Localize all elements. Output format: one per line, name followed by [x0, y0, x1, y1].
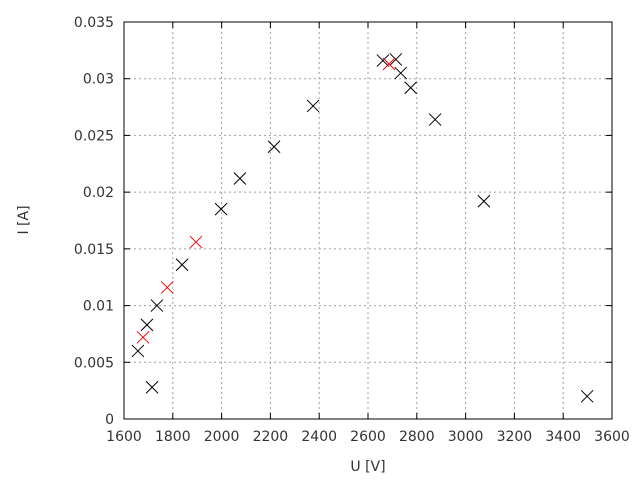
x-axis-label: U [V]	[350, 459, 385, 475]
data-point-marker	[131, 344, 145, 358]
x-tick-label: 2600	[350, 429, 386, 445]
y-tick-label: 0.03	[83, 72, 114, 88]
data-point-marker	[382, 57, 396, 71]
data-point-marker	[404, 81, 418, 95]
x-tick-label: 2800	[399, 429, 435, 445]
points	[131, 53, 594, 403]
y-tick-label: 0.025	[74, 128, 114, 144]
x-tick-label: 3400	[545, 429, 581, 445]
grid	[124, 22, 612, 419]
data-point-marker	[214, 202, 228, 216]
x-tick-label: 2400	[301, 429, 337, 445]
data-point-marker	[376, 54, 390, 67]
y-tick-label: 0.02	[83, 185, 114, 201]
x-tick-label: 1600	[106, 429, 142, 445]
data-point-marker	[150, 299, 164, 312]
x-tick-label: 3600	[594, 429, 630, 445]
data-point-marker	[394, 66, 408, 80]
x-tick-label: 2000	[204, 429, 240, 445]
y-axis-label: I [A]	[16, 205, 32, 234]
data-point-marker	[477, 194, 491, 208]
x-tick-label: 3200	[497, 429, 533, 445]
y-tick-label: 0.005	[74, 355, 114, 371]
data-point-marker	[428, 113, 442, 126]
y-tick-label: 0.015	[74, 242, 114, 258]
y-tick-label: 0.035	[74, 15, 114, 31]
y-tick-label: 0.01	[83, 299, 114, 315]
data-point-marker	[175, 258, 189, 272]
data-point-marker	[136, 330, 150, 344]
plot-border	[123, 21, 613, 420]
data-point-marker	[189, 235, 203, 249]
x-tick-label: 2200	[253, 429, 289, 445]
x-tick-label: 1800	[155, 429, 191, 445]
data-point-marker	[580, 389, 594, 403]
data-point-marker	[145, 380, 159, 394]
y-tick-label: 0	[105, 412, 114, 428]
data-point-marker	[140, 318, 154, 332]
x-tick-label: 3000	[448, 429, 484, 445]
data-point-marker	[160, 281, 174, 294]
data-point-marker	[233, 172, 247, 185]
data-point-marker	[306, 99, 320, 113]
data-point-marker	[267, 140, 281, 154]
data-point-marker	[389, 53, 403, 66]
ticks: 1600 1800 2000 2200 2400 2600 2800 3000 3200 3400…	[74, 15, 630, 445]
